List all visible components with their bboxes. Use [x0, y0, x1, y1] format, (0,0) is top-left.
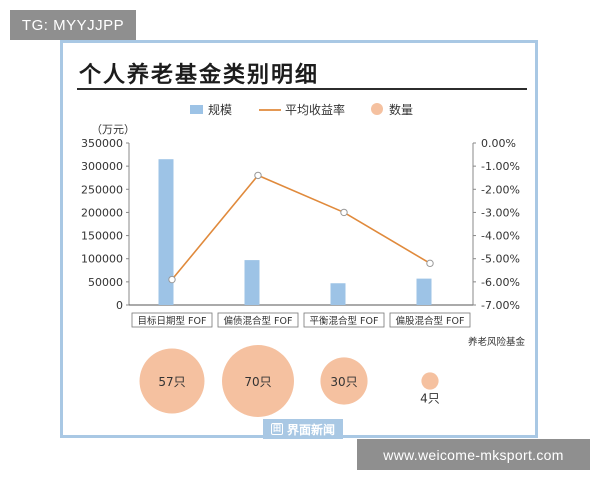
count-bubble — [139, 348, 205, 414]
left-tick-label: 350000 — [81, 137, 123, 150]
right-tick-label: -1.00% — [481, 160, 520, 173]
count-label: 4只 — [420, 392, 440, 406]
line-point — [168, 275, 176, 284]
legend-swatch-bar — [190, 105, 203, 114]
left-tick-label: 50000 — [88, 276, 123, 289]
right-axis-ticks: 0.00% -1.00% -2.00% -3.00% -4.00% -5.00% -6.00… — [473, 137, 520, 312]
right-tick-label: -2.00% — [481, 183, 520, 196]
bubble-series: 57只 70只 30只 4只 — [139, 345, 440, 417]
legend-label-scale: 规模 — [208, 102, 232, 117]
left-tick-label: 0 — [116, 299, 123, 312]
count-bubble — [320, 357, 368, 405]
line-series — [168, 171, 434, 284]
category-label: 目标日期型 FOF — [138, 315, 207, 327]
category-label: 偏债混合型 FOF — [224, 315, 293, 327]
url-watermark: www.weicome-mksport.com — [357, 439, 590, 470]
category-label-box — [217, 312, 299, 328]
chart-card: 个人养老基金类别明细 规模 平均收益率 数量 （万元） 0 50000 100000… — [60, 40, 538, 439]
legend-label-return: 平均收益率 — [285, 102, 345, 117]
left-tick-label: 100000 — [81, 253, 123, 266]
chart-title: 个人养老基金类别明细 — [79, 63, 320, 88]
bar — [330, 283, 346, 305]
count-label: 57只 — [158, 375, 185, 389]
count-label: 30只 — [330, 375, 357, 389]
bar-series — [158, 159, 432, 305]
left-axis-unit: （万元） — [91, 123, 135, 136]
bar — [158, 159, 174, 305]
right-tick-label: -7.00% — [481, 299, 520, 312]
title-underline — [77, 88, 527, 90]
bar — [416, 278, 432, 305]
category-label-box — [131, 312, 213, 328]
category-label: 平衡混合型 FOF — [310, 315, 379, 327]
category-label-box — [389, 312, 471, 328]
line-point — [254, 171, 262, 180]
legend-label-count: 数量 — [389, 102, 413, 117]
left-tick-label: 200000 — [81, 206, 123, 219]
left-tick-label: 150000 — [81, 230, 123, 243]
count-bubble — [421, 372, 439, 390]
right-tick-label: -3.00% — [481, 206, 520, 219]
left-axis-ticks: 0 50000 100000 150000 200000 250000 300000 3500… — [81, 137, 129, 312]
right-tick-label: -4.00% — [481, 230, 520, 243]
legend-swatch-bubble — [371, 103, 383, 115]
left-tick-label: 250000 — [81, 183, 123, 196]
line-point — [426, 259, 434, 268]
return-line — [171, 174, 431, 281]
footer-logo-text: 界面新闻 — [286, 422, 335, 437]
left-tick-label: 300000 — [81, 160, 123, 173]
note-label: 养老风险基金 — [468, 336, 526, 348]
chart-svg: 规模 平均收益率 数量 （万元） 0 50000 100000 150000 20000… — [81, 102, 526, 417]
tg-watermark-tag: TG: MYYJJPP — [10, 10, 136, 40]
bar — [244, 260, 260, 305]
right-tick-label: 0.00% — [481, 137, 516, 150]
logo-icon: 田 — [270, 423, 283, 435]
category-labels: 目标日期型 FOF 偏债混合型 FOF 平衡混合型 FOF 偏股混合型 FOF — [131, 312, 471, 328]
footer-logo: 田 界面新闻 — [263, 419, 343, 439]
line-point — [340, 208, 348, 217]
count-label: 70只 — [244, 375, 271, 389]
count-bubble — [222, 345, 294, 417]
right-tick-label: -5.00% — [481, 253, 520, 266]
right-tick-label: -6.00% — [481, 276, 520, 289]
category-label: 偏股混合型 FOF — [396, 315, 465, 327]
category-label-box — [303, 312, 385, 328]
